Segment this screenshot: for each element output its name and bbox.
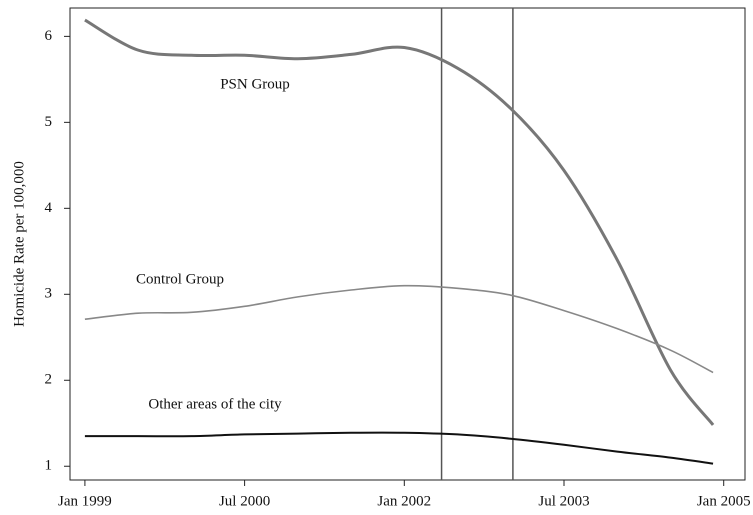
x-tick-label: Jul 2003 [538, 493, 589, 509]
y-tick-label: 5 [45, 114, 53, 130]
series-label: Control Group [136, 271, 224, 287]
y-axis-label: Homicide Rate per 100,000 [11, 161, 27, 327]
series-line [84, 431, 714, 465]
x-tick-label: Jul 2000 [219, 493, 270, 509]
y-tick-label: 4 [45, 200, 53, 216]
series-label: PSN Group [220, 76, 290, 92]
series-label: Other areas of the city [148, 396, 282, 412]
series-line [84, 284, 714, 374]
x-tick-label: Jan 1999 [58, 493, 112, 509]
y-tick-label: 6 [45, 28, 53, 44]
x-tick-label: Jan 2002 [377, 493, 431, 509]
y-tick-label: 1 [45, 458, 53, 474]
y-tick-label: 2 [45, 372, 53, 388]
plot-frame [69, 7, 746, 481]
x-tick-label: Jan 2005 [697, 493, 751, 509]
y-tick-label: 3 [45, 286, 53, 302]
series-line [84, 18, 715, 426]
